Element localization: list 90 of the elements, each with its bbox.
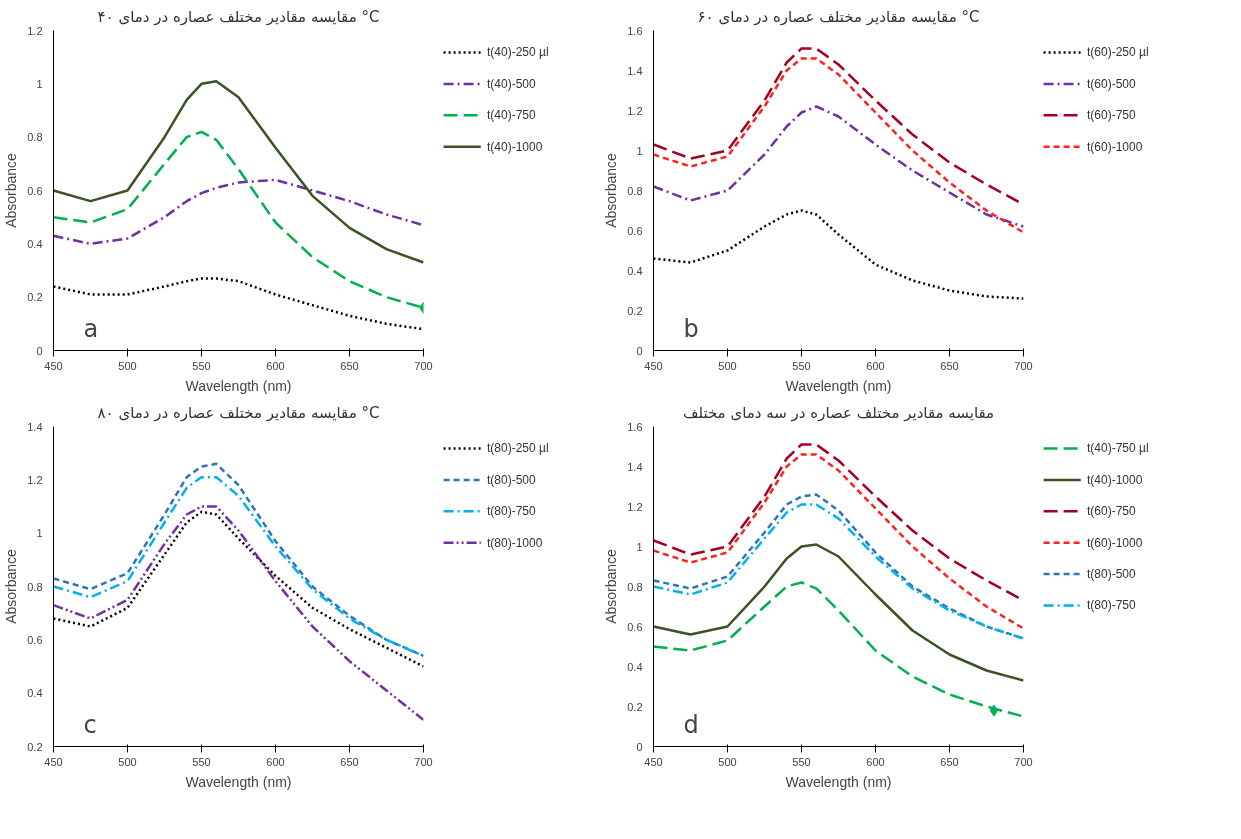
- x-axis-title: Wavelength (nm): [185, 377, 292, 394]
- y-tick-label: 0.4: [627, 660, 643, 673]
- x-tick-label: 500: [718, 359, 737, 372]
- x-axis-title: Wavelength (nm): [185, 773, 292, 790]
- x-axis-title: Wavelength (nm): [785, 773, 892, 790]
- chart-title: مقایسه مقادیر مختلف عصاره در سه دمای مختلف: [682, 403, 995, 422]
- y-tick-label: 1.6: [627, 420, 643, 433]
- x-tick-label: 650: [940, 755, 959, 768]
- legend-label: t(40)-750 µl: [1087, 441, 1149, 456]
- x-tick-label: 550: [192, 755, 211, 768]
- y-tick-label: 0.8: [627, 580, 643, 593]
- chart-title: مقایسه مقادیر مختلف عصاره در دمای ۸۰ °C: [97, 403, 380, 422]
- y-tick-label: 1.4: [627, 64, 643, 77]
- legend-label: t(60)-750: [1087, 504, 1137, 519]
- y-tick-label: 1: [36, 77, 43, 90]
- y-tick-label: 0.2: [27, 291, 43, 304]
- y-axis-title: Absorbance: [3, 152, 20, 228]
- y-tick-label: 1.2: [27, 473, 43, 486]
- legend-label: t(80)-500: [487, 472, 537, 487]
- y-tick-label: 1.2: [627, 104, 643, 117]
- y-axis-title: Absorbance: [3, 548, 20, 624]
- annotation: c: [83, 710, 97, 739]
- annotation: a: [83, 314, 99, 343]
- y-tick-label: 1.2: [627, 500, 643, 513]
- y-tick-label: 1.2: [27, 24, 43, 37]
- y-tick-label: 0: [36, 344, 43, 357]
- x-tick-label: 600: [866, 359, 885, 372]
- x-tick-label: 600: [866, 755, 885, 768]
- y-tick-label: 0.8: [627, 184, 643, 197]
- legend-label: t(60)-250 µl: [1087, 45, 1149, 60]
- x-axis-title: Wavelength (nm): [785, 377, 892, 394]
- y-tick-label: 1.4: [627, 460, 643, 473]
- x-tick-label: 550: [192, 359, 211, 372]
- y-tick-label: 0.6: [27, 633, 43, 646]
- y-tick-label: 0.8: [27, 580, 43, 593]
- x-tick-label: 600: [266, 755, 285, 768]
- y-tick-label: 0: [636, 344, 643, 357]
- legend-label: t(80)-750: [1087, 598, 1137, 613]
- y-tick-label: 1: [636, 540, 643, 553]
- y-tick-label: 0.8: [27, 131, 43, 144]
- x-tick-label: 450: [644, 755, 663, 768]
- legend-label: t(60)-500: [1087, 76, 1137, 91]
- legend-label: t(80)-500: [1087, 567, 1137, 582]
- legend-label: t(40)-250 µl: [487, 45, 549, 60]
- annotation: d: [683, 710, 699, 739]
- x-tick-label: 550: [792, 359, 811, 372]
- y-tick-label: 1: [636, 144, 643, 157]
- x-tick-label: 700: [1014, 755, 1033, 768]
- y-tick-label: 0.4: [27, 237, 43, 250]
- legend-label: t(80)-1000: [487, 535, 543, 550]
- annotation: b: [683, 314, 699, 343]
- legend-label: t(80)-750: [487, 504, 537, 519]
- y-tick-label: 0.2: [27, 740, 43, 753]
- y-tick-label: 0.6: [27, 184, 43, 197]
- y-axis-title: Absorbance: [603, 152, 620, 228]
- x-tick-label: 650: [940, 359, 959, 372]
- chart-title: مقایسه مقادیر مختلف عصاره در دمای ۶۰ °C: [697, 7, 980, 26]
- y-tick-label: 0.6: [627, 620, 643, 633]
- legend-label: t(40)-750: [487, 108, 537, 123]
- chart-title: مقایسه مقادیر مختلف عصاره در دمای ۴۰ °C: [97, 7, 380, 26]
- x-tick-label: 500: [118, 359, 137, 372]
- y-axis-title: Absorbance: [603, 548, 620, 624]
- y-tick-label: 0: [636, 740, 643, 753]
- y-tick-label: 1.6: [627, 24, 643, 37]
- x-tick-label: 700: [1014, 359, 1033, 372]
- x-tick-label: 450: [44, 755, 63, 768]
- x-tick-label: 450: [644, 359, 663, 372]
- y-tick-label: 0.2: [627, 700, 643, 713]
- legend-label: t(40)-500: [487, 76, 537, 91]
- x-tick-label: 700: [414, 755, 433, 768]
- legend-label: t(60)-750: [1087, 108, 1137, 123]
- legend-label: t(60)-1000: [1087, 535, 1143, 550]
- x-tick-label: 650: [340, 359, 359, 372]
- y-tick-label: 0.2: [627, 304, 643, 317]
- x-tick-label: 500: [118, 755, 137, 768]
- legend-label: t(40)-1000: [1087, 472, 1143, 487]
- legend-label: t(40)-1000: [487, 139, 543, 154]
- y-tick-label: 1.4: [27, 420, 43, 433]
- y-tick-label: 0.6: [627, 224, 643, 237]
- y-tick-label: 0.4: [27, 687, 43, 700]
- x-tick-label: 600: [266, 359, 285, 372]
- x-tick-label: 700: [414, 359, 433, 372]
- legend-label: t(80)-250 µl: [487, 441, 549, 456]
- x-tick-label: 550: [792, 755, 811, 768]
- x-tick-label: 450: [44, 359, 63, 372]
- y-tick-label: 1: [36, 527, 43, 540]
- legend-label: t(60)-1000: [1087, 139, 1143, 154]
- y-tick-label: 0.4: [627, 264, 643, 277]
- x-tick-label: 500: [718, 755, 737, 768]
- x-tick-label: 650: [340, 755, 359, 768]
